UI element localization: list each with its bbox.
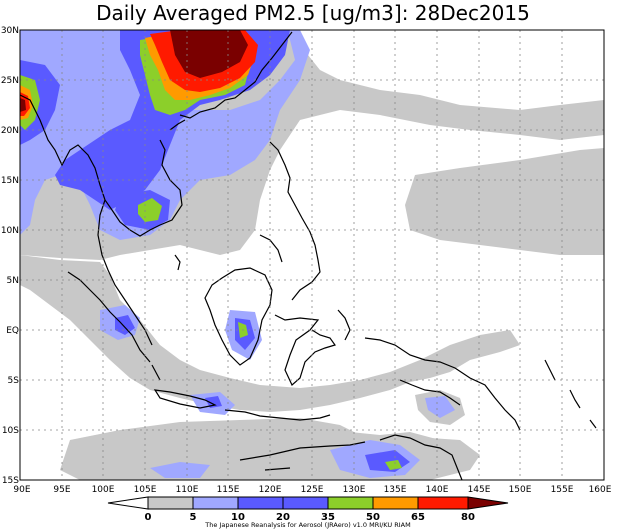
lat-label-5s: 5S xyxy=(8,376,20,386)
lat-axis-labels: 30N 25N 20N 15N 10N 5N EQ 5S 10S 15S xyxy=(1,26,19,486)
colorbar-low-arrow xyxy=(107,496,149,510)
colorbar-swatch-65 xyxy=(372,496,419,510)
colorbar-label-65: 65 xyxy=(411,512,425,523)
lon-label-160e: 160E xyxy=(589,485,612,495)
credit-line: The Japanese Reanalysis for Aerosol (JRA… xyxy=(204,521,410,529)
colorbar-swatch-35 xyxy=(282,496,329,510)
colorbar-label-80: 80 xyxy=(461,512,475,523)
colorbar-swatch-5 xyxy=(147,496,194,510)
colorbar-label-5: 5 xyxy=(190,512,197,523)
plot-frame xyxy=(19,29,605,481)
colorbar-label-0: 0 xyxy=(145,512,152,523)
colorbar-labels: 0 5 10 20 35 50 65 80 xyxy=(145,512,475,523)
lat-label-30n: 30N xyxy=(1,26,19,36)
lon-label-115e: 115E xyxy=(217,485,240,495)
lat-label-20n: 20N xyxy=(1,126,19,136)
pm25-band-80-plus xyxy=(20,30,248,112)
lon-label-125e: 125E xyxy=(301,485,324,495)
lon-label-95e: 95E xyxy=(53,485,70,495)
lat-label-eq: EQ xyxy=(6,326,19,336)
lon-label-100e: 100E xyxy=(92,485,115,495)
lat-label-15s: 15S xyxy=(2,476,19,486)
colorbar-swatch-50 xyxy=(327,496,374,510)
lon-axis-labels: 90E 95E 100E 105E 110E 115E 120E 125E 13… xyxy=(13,485,611,495)
colorbar-label-10: 10 xyxy=(231,512,245,523)
colorbar-label-20: 20 xyxy=(276,512,290,523)
lat-label-10s: 10S xyxy=(2,426,19,436)
lat-label-5n: 5N xyxy=(7,276,19,286)
lat-label-25n: 25N xyxy=(1,76,19,86)
colorbar-label-35: 35 xyxy=(321,512,335,523)
lon-label-120e: 120E xyxy=(259,485,282,495)
lon-label-145e: 145E xyxy=(468,485,491,495)
lon-label-150e: 150E xyxy=(509,485,532,495)
colorbar xyxy=(107,496,509,510)
lon-label-90e: 90E xyxy=(13,485,30,495)
colorbar-swatch-10 xyxy=(192,496,239,510)
map-plot-area xyxy=(20,30,604,480)
colorbar-high-arrow xyxy=(467,496,509,510)
map-title: Daily Averaged PM2.5 [ug/m3]: 28Dec2015 xyxy=(96,1,530,25)
graticule xyxy=(20,30,604,480)
lon-label-155e: 155E xyxy=(551,485,574,495)
lon-label-130e: 130E xyxy=(343,485,366,495)
colorbar-swatch-20 xyxy=(237,496,284,510)
lon-label-135e: 135E xyxy=(384,485,407,495)
lat-label-15n: 15N xyxy=(1,176,19,186)
colorbar-label-50: 50 xyxy=(366,512,380,523)
lon-label-110e: 110E xyxy=(176,485,199,495)
lon-label-140e: 140E xyxy=(426,485,449,495)
lon-label-105e: 105E xyxy=(134,485,157,495)
lat-label-10n: 10N xyxy=(1,226,19,236)
colorbar-swatch-80 xyxy=(417,496,469,510)
